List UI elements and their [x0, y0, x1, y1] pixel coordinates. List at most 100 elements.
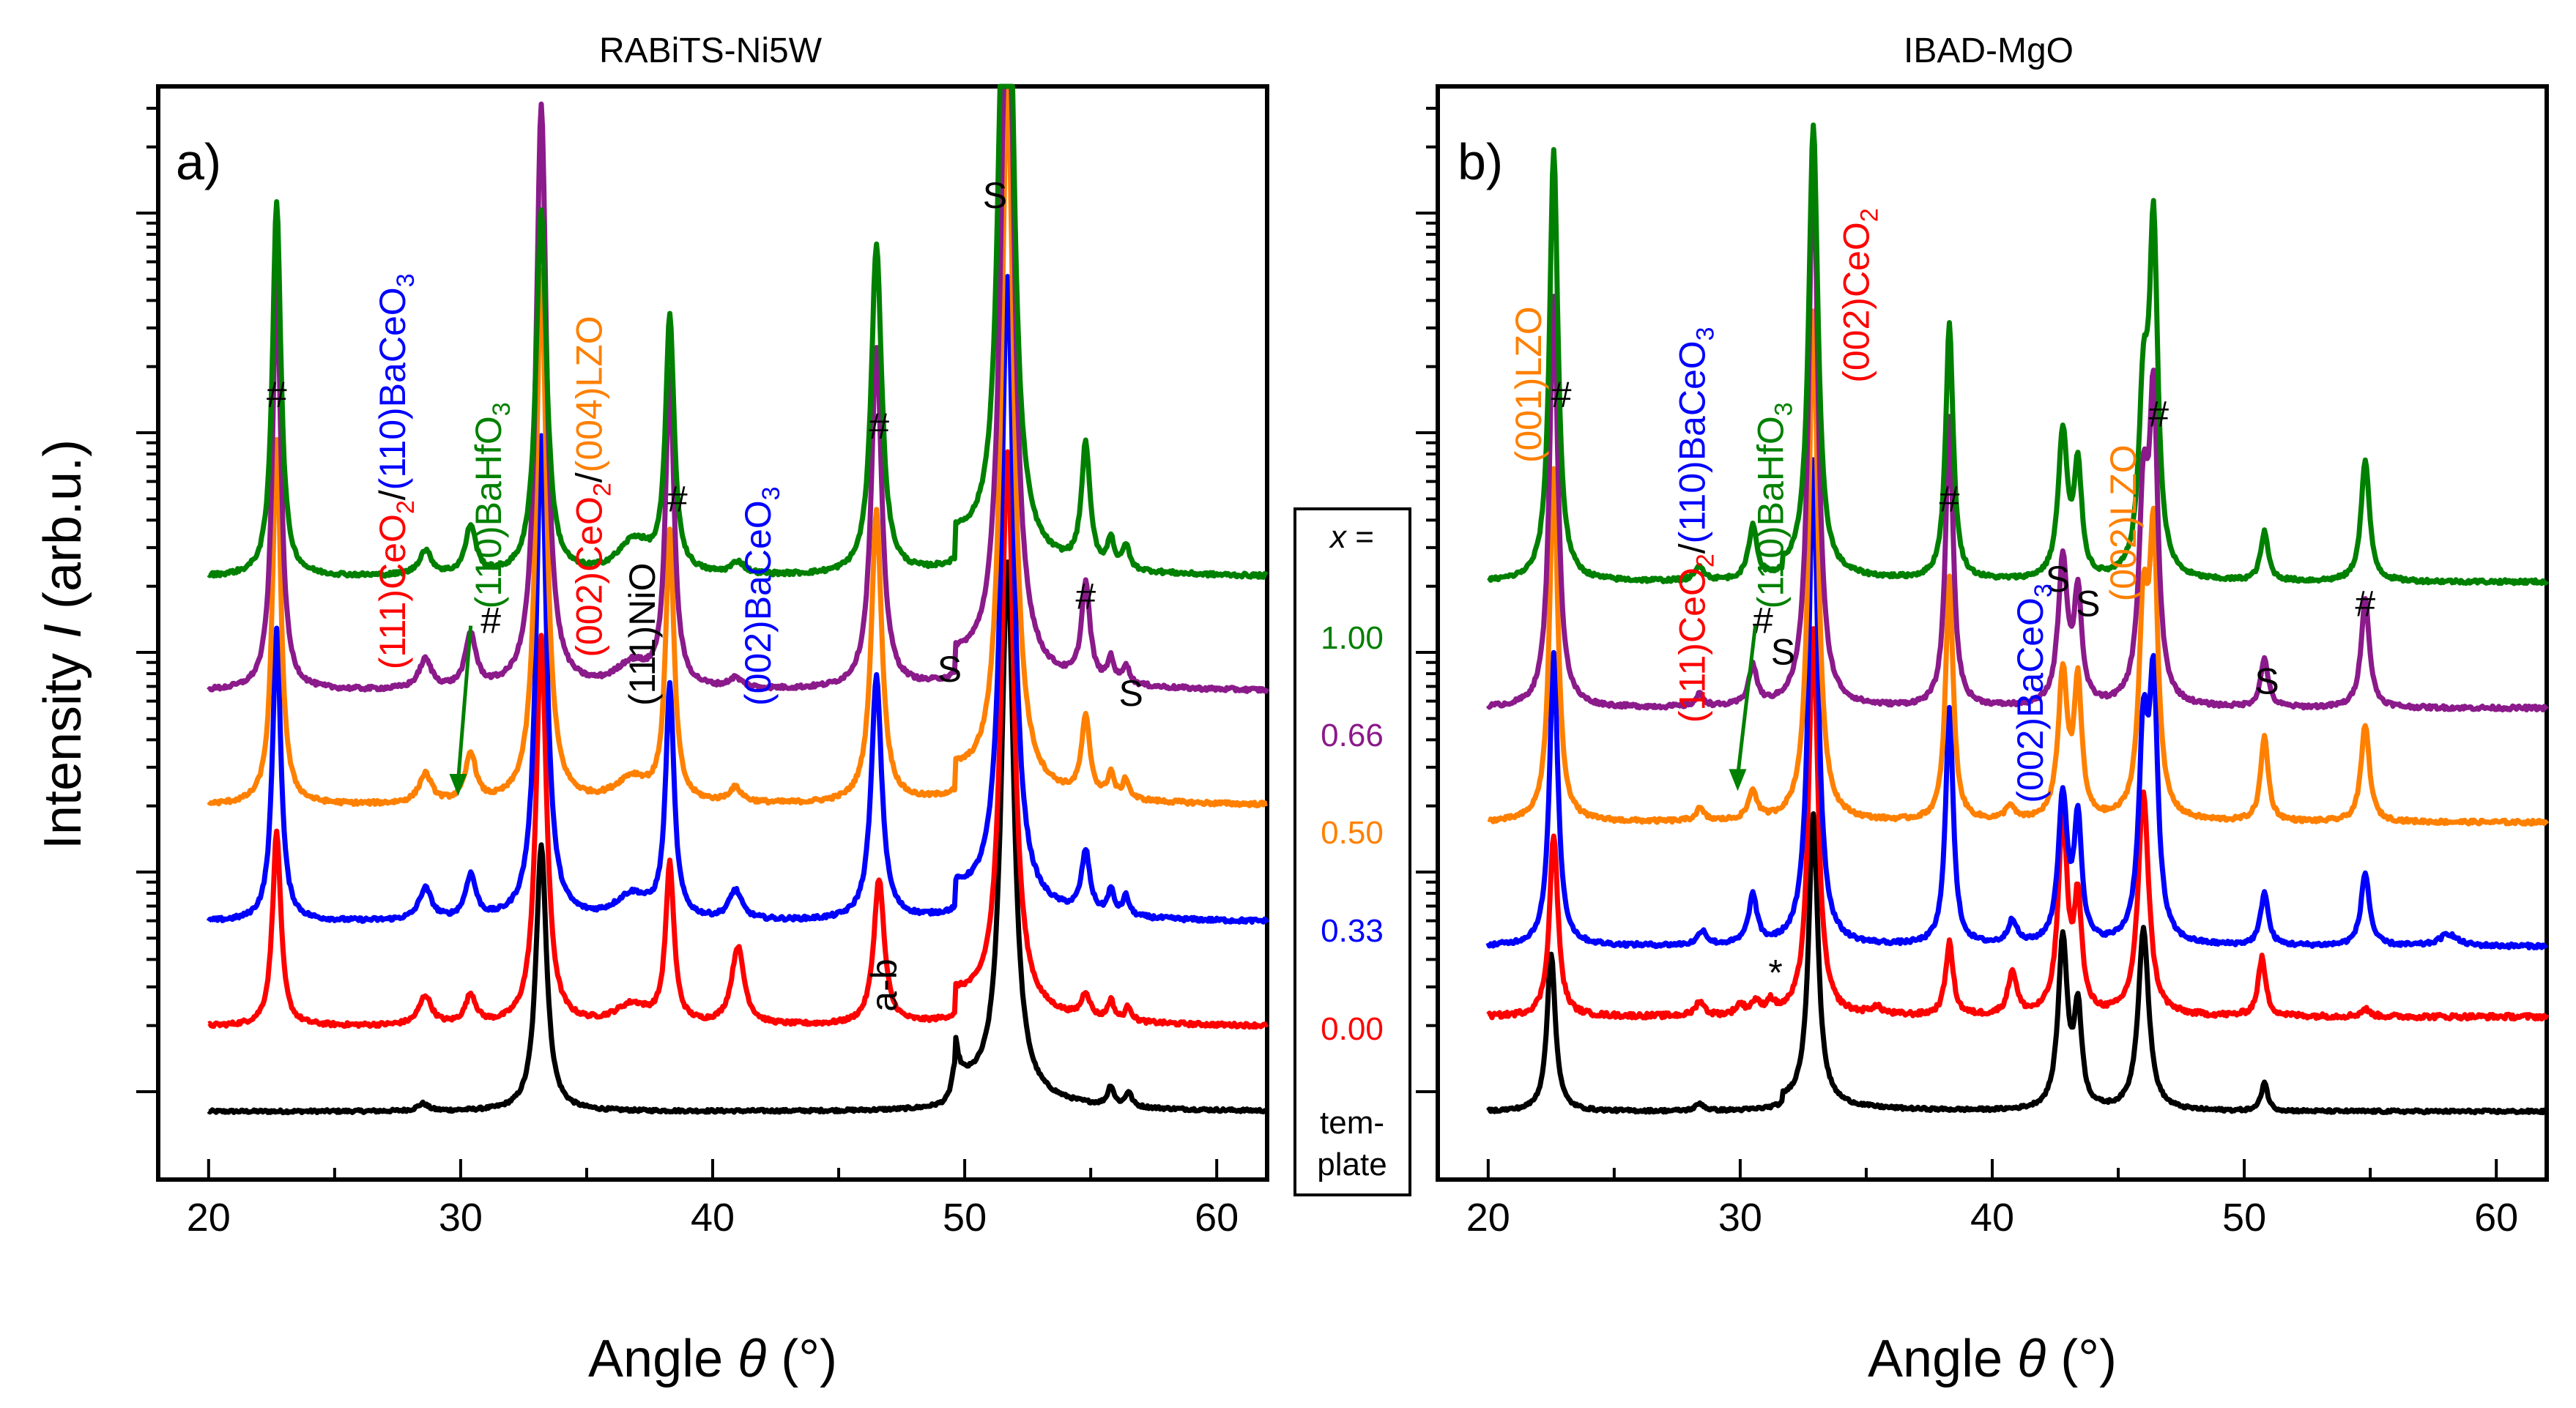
panel-b-xlabel-suffix: (°) — [2046, 1330, 2117, 1388]
y-axis-label-prefix: Intensity — [34, 638, 92, 849]
panel-1-x-tick-label-30: 30 — [1718, 1196, 1762, 1240]
panel-1-x-tick-label-50: 50 — [2222, 1196, 2266, 1240]
panel-1-phase-label-5: (002)LZO — [2103, 444, 2144, 601]
panel-0-phase-label-2-part-2: / — [569, 472, 610, 483]
panel-0-x-tick-label-20: 20 — [187, 1196, 231, 1240]
panel-1-phase-label-2-part-1: 3 — [1770, 402, 1797, 416]
panel-0-series-1-00 — [207, 83, 1269, 580]
panel-1-phase-label-0: (001)LZO — [1508, 306, 1549, 463]
panel-b-title: IBAD-MgO — [1904, 31, 2074, 70]
panel-0-phase-label-4-part-1: 3 — [757, 486, 785, 500]
panel-1-x-tick-label-20: 20 — [1466, 1196, 1510, 1240]
panel-0-phase-label-3-part-0: (111)NiO — [622, 563, 663, 706]
panel-1-peak-label-3: # — [1940, 479, 1960, 520]
panel-0-phase-label-4-part-0: (002)BaCeO — [738, 500, 779, 706]
y-axis-label: Intensity I (arb.u.) — [34, 439, 92, 849]
panel-1-phase-label-4-part-1: 3 — [2030, 584, 2057, 597]
panel-0-phase-label-0-part-0: (111)CeO — [372, 514, 413, 669]
panel-1-series-0-33 — [1485, 457, 2549, 950]
panel-a-title: RABiTS-Ni5W — [599, 31, 823, 70]
panel-1-series-1-00 — [1487, 122, 2549, 586]
legend-box — [1293, 507, 1411, 1196]
legend-entry-0-00: 0.00 — [1321, 1011, 1384, 1047]
panel-1-phase-label-1-part-4: 3 — [1692, 327, 1720, 340]
panel-1-phase-label-1-part-1: 2 — [1692, 554, 1720, 567]
panel-0-phase-label-1-part-1: 3 — [488, 402, 516, 416]
panel-1-phase-label-1: (111)CeO2/(110)BaCeO3 — [1672, 327, 1720, 723]
panel-ibad: IBAD-MgO 20 30 40 50 60##S#SS#S#*(001)LZO(11… — [1416, 31, 2550, 1388]
legend-entry-0-66: 0.66 — [1321, 718, 1384, 753]
panel-0-phase-label-3: (111)NiO — [622, 563, 663, 706]
panel-1-peak-label-0: # — [1551, 374, 1572, 415]
panel-1-phase-label-4: (002)BaCeO3 — [2010, 584, 2057, 803]
panel-b-xlabel-prefix: Angle — [1868, 1330, 2017, 1388]
panel-1-series-template — [1486, 811, 2548, 1116]
panel-0-peak-label-1: # — [480, 600, 501, 641]
panel-1-x-tick-label-60: 60 — [2474, 1196, 2518, 1240]
panel-0-series-0-66 — [207, 83, 1270, 694]
panel-a-xlabel-prefix: Angle — [588, 1330, 738, 1388]
panel-1-peak-label-7: S — [2254, 660, 2279, 701]
panel-a-plot-area: 20 30 40 50 60#####SSSa-b(111)CeO2/(110)BaCe… — [136, 83, 1270, 1240]
panel-1-peak-label-9: * — [1768, 953, 1782, 994]
panel-1-peak-label-8: # — [2355, 583, 2375, 624]
panel-1-phase-label-4-part-0: (002)BaCeO — [2010, 597, 2051, 803]
panel-b-xlabel-italic: θ — [2017, 1330, 2046, 1388]
panel-1-phase-label-1-part-0: (111)CeO — [1672, 567, 1713, 723]
panel-1-phase-label-1-part-3: (110)BaCeO — [1672, 340, 1713, 543]
panel-0-arrow-shaft — [456, 625, 473, 782]
panel-0-phase-label-0: (111)CeO2/(110)BaCeO3 — [372, 273, 420, 669]
panel-0-series-0-00 — [207, 449, 1269, 1030]
panel-0-phase-label-0-part-2: / — [372, 490, 413, 500]
legend-title-var: x — [1329, 519, 1348, 555]
panel-0-phase-label-0-part-4: 3 — [392, 273, 420, 287]
panel-0-series-0-50 — [207, 83, 1269, 808]
panel-1-phase-label-0-part-0: (001)LZO — [1508, 306, 1549, 463]
panel-0-phase-label-0-part-1: 2 — [392, 500, 420, 514]
panel-0-arrow-head — [449, 773, 467, 796]
panel-1-x-tick-label-40: 40 — [1970, 1196, 2014, 1240]
panel-1-phase-label-3-part-1: 2 — [1855, 208, 1883, 222]
panel-0-peak-label-5: S — [983, 175, 1007, 216]
panel-1-peak-label-6: # — [2148, 393, 2169, 434]
panel-1-phase-label-2-part-0: (110)BaHfO — [1750, 416, 1791, 608]
panel-0-series-0-33 — [206, 274, 1270, 925]
panel-0-phase-label-0-part-3: (110)BaCeO — [372, 287, 413, 490]
panel-0-peak-label-6: S — [938, 649, 962, 690]
panel-0-series-template — [207, 559, 1269, 1116]
panel-0-phase-label-1-part-0: (110)BaHfO — [468, 416, 509, 608]
y-axis-label-suffix: (arb.u.) — [34, 439, 92, 624]
panel-0-peak-label-4: # — [1075, 576, 1096, 617]
panel-1-phase-label-1-part-2: / — [1672, 543, 1713, 554]
panel-1-phase-label-2: (110)BaHfO3 — [1750, 402, 1797, 608]
panel-a-x-axis-label: Angle θ (°) — [588, 1330, 837, 1388]
panel-1-peak-label-2: S — [1771, 632, 1795, 673]
legend-title: x = — [1329, 519, 1374, 555]
panel-0-peak-label-3: # — [869, 406, 889, 447]
panel-a-letter: a) — [176, 133, 221, 190]
panel-b-plot-area: 20 30 40 50 60##S#SS#S#*(001)LZO(111)CeO2/(1… — [1416, 106, 2550, 1240]
panel-0-phase-label-2-part-0: (002)CeO — [569, 496, 610, 658]
panel-0-peak-label-8: a-b — [864, 958, 905, 1011]
legend-entry-1-00: 1.00 — [1321, 620, 1384, 656]
legend-entry-template-2: plate — [1317, 1147, 1387, 1182]
panel-0-x-tick-label-30: 30 — [439, 1196, 483, 1240]
panel-0-x-tick-label-50: 50 — [943, 1196, 987, 1240]
panel-rabits: RABiTS-Ni5W 20 30 40 50 60 # # # # # S S Sa-b (111)Ce… — [136, 31, 1270, 1388]
panel-1-phase-label-3: (002)CeO2 — [1836, 208, 1883, 382]
panel-a-xlabel-italic: θ — [738, 1330, 766, 1388]
panel-0-peak-label-0: # — [267, 374, 287, 415]
panel-0-peak-label-2: # — [667, 479, 688, 520]
panel-a-xlabel-suffix: (°) — [766, 1330, 837, 1388]
panel-0-phase-label-1: (110)BaHfO3 — [468, 402, 516, 608]
legend-entry-0-33: 0.33 — [1321, 913, 1384, 949]
panel-1-arrow-shaft — [1735, 625, 1758, 777]
y-axis-label-italic: I — [34, 624, 92, 638]
panel-0-x-tick-label-40: 40 — [691, 1196, 735, 1240]
panel-1-phase-label-5-part-0: (002)LZO — [2103, 444, 2144, 601]
panel-1-series-0-66 — [1485, 144, 2549, 712]
legend-entry-0-50: 0.50 — [1321, 815, 1384, 851]
panel-1-phase-label-3-part-0: (002)CeO — [1836, 222, 1877, 383]
panel-b-x-axis-label: Angle θ (°) — [1868, 1330, 2117, 1388]
